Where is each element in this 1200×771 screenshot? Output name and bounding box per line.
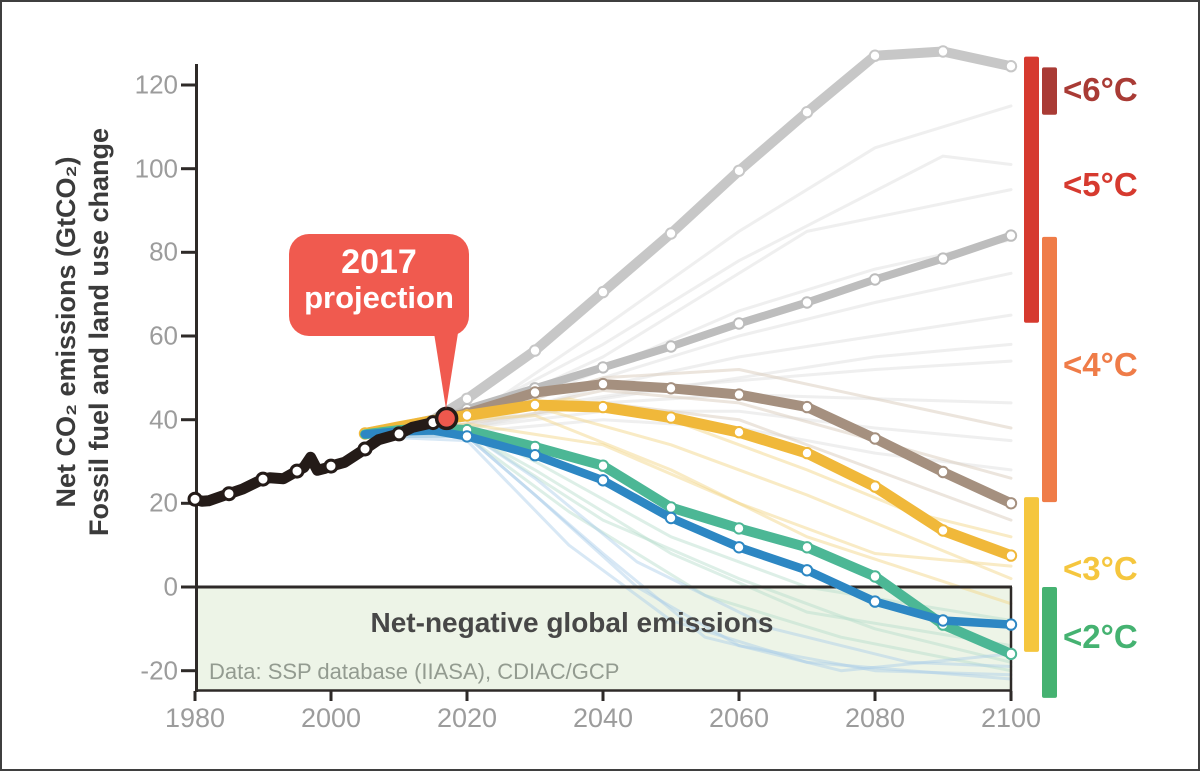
y-tick-label: 100 xyxy=(134,153,178,184)
y-tick-label: 60 xyxy=(149,320,178,351)
projection-callout: 2017 projection xyxy=(289,234,469,336)
x-tick-label: 1980 xyxy=(164,703,226,733)
y-tick-label: 0 xyxy=(163,571,178,602)
callout-year: 2017 xyxy=(341,243,417,281)
temp-band-label-5c: <5°C xyxy=(1063,165,1138,203)
y-tick-label: 120 xyxy=(134,69,178,100)
temp-band-label-3c: <3°C xyxy=(1063,550,1138,587)
y-tick-label: 40 xyxy=(149,404,178,435)
source-note: Data: SSP database (IIASA), CDIAC/GCP xyxy=(209,659,620,684)
y-tick-label: 20 xyxy=(149,487,178,518)
temp-band-label-6c: <6°C xyxy=(1063,70,1138,108)
x-tick-label: 2060 xyxy=(708,703,770,733)
x-tick-label: 2000 xyxy=(300,703,362,733)
y-tick-label: 80 xyxy=(149,236,178,267)
x-tick-label: 2100 xyxy=(980,703,1042,733)
y-tick-label: -20 xyxy=(140,655,178,686)
temp-band-label-4c: <4°C xyxy=(1063,345,1138,383)
callout-word: projection xyxy=(304,280,454,316)
temp-band-label-2c: <2°C xyxy=(1063,618,1138,656)
x-tick-label: 2040 xyxy=(572,703,634,733)
net-negative-label: Net-negative global emissions xyxy=(370,607,774,638)
x-tick-label: 2080 xyxy=(844,703,906,733)
x-tick-label: 2020 xyxy=(436,703,498,733)
callout-pointer xyxy=(434,333,458,409)
